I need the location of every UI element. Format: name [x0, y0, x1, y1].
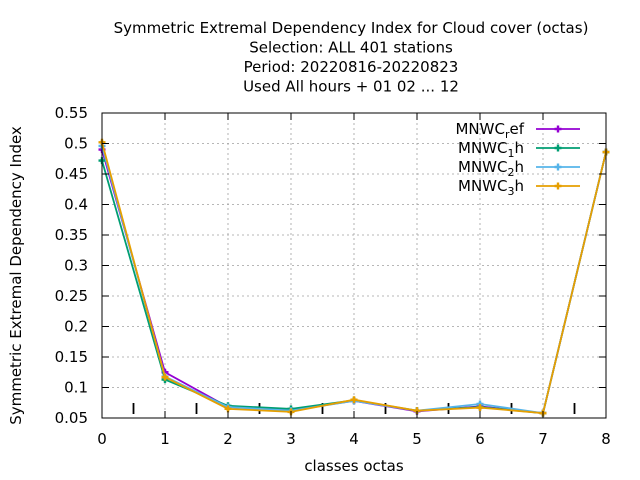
legend-item-MNWC_1h: MNWC1h — [458, 139, 580, 160]
title-line-2: Period: 20220816-20220823 — [244, 58, 459, 76]
series-MNWC_3h — [98, 138, 610, 417]
legend-swatch-marker — [554, 182, 562, 190]
y-tick-label: 0.4 — [64, 196, 88, 214]
data-point-dot — [415, 408, 419, 413]
x-tick-label: 6 — [475, 430, 485, 448]
x-tick-label: 0 — [97, 430, 107, 448]
y-tick-label: 0.45 — [55, 165, 88, 183]
legend-label: MNWC1h — [458, 139, 524, 160]
series-line — [101, 142, 607, 415]
chart-title: Symmetric Extremal Dependency Index for … — [114, 19, 589, 96]
legend-item-MNWC_3h: MNWC3h — [458, 177, 580, 198]
legend-label: MNWC3h — [458, 177, 524, 198]
data-point-dot — [226, 406, 230, 411]
y-tick-label: 0.25 — [55, 287, 88, 305]
x-tick-labels: 0 1 2 3 4 5 6 7 8 — [97, 430, 611, 448]
axis-ticks — [101, 112, 607, 419]
x-tick-label: 8 — [601, 430, 611, 448]
legend-item-MNWC_ref: MNWCref — [455, 120, 580, 141]
x-tick-label: 3 — [286, 430, 296, 448]
legend-label: MNWCref — [455, 120, 524, 141]
x-tick-label: 2 — [223, 430, 233, 448]
y-tick-label: 0.1 — [64, 379, 88, 397]
y-tick-label: 0.35 — [55, 226, 88, 244]
y-tick-label: 0.55 — [55, 104, 88, 122]
series-lines — [98, 138, 610, 417]
data-point-dot — [352, 397, 356, 402]
title-line-0: Symmetric Extremal Dependency Index for … — [114, 19, 589, 37]
y-tick-labels: 0.05 0.1 0.15 0.2 0.25 0.3 0.35 0.4 0.45 0.5 0.55 — [55, 104, 88, 427]
x-tick-label: 5 — [412, 430, 422, 448]
legend-swatch-marker — [554, 125, 562, 133]
title-line-1: Selection: ALL 401 stations — [249, 39, 453, 57]
x-axis-label: classes octas — [304, 457, 404, 475]
y-tick-label: 0.3 — [64, 257, 88, 275]
x-tick-label: 4 — [349, 430, 359, 448]
x-tick-label: 7 — [538, 430, 548, 448]
x-tick-label: 1 — [160, 430, 170, 448]
data-point-dot — [163, 375, 167, 380]
grid-lines — [102, 113, 606, 418]
y-axis-label: Symmetric Extremal Dependency Index — [7, 126, 25, 425]
y-tick-label: 0.5 — [64, 135, 88, 153]
legend-item-MNWC_2h: MNWC2h — [458, 158, 580, 179]
series-MNWC_ref — [98, 146, 610, 417]
title-line-3: Used All hours + 01 02 ... 12 — [243, 78, 459, 96]
legend-swatch-marker — [554, 144, 562, 152]
data-point-dot — [478, 405, 482, 410]
legend-label: MNWC2h — [458, 158, 524, 179]
legend-swatch-marker — [554, 163, 562, 171]
y-tick-label: 0.2 — [64, 318, 88, 336]
y-tick-label: 0.15 — [55, 348, 88, 366]
y-tick-label: 0.05 — [55, 409, 88, 427]
